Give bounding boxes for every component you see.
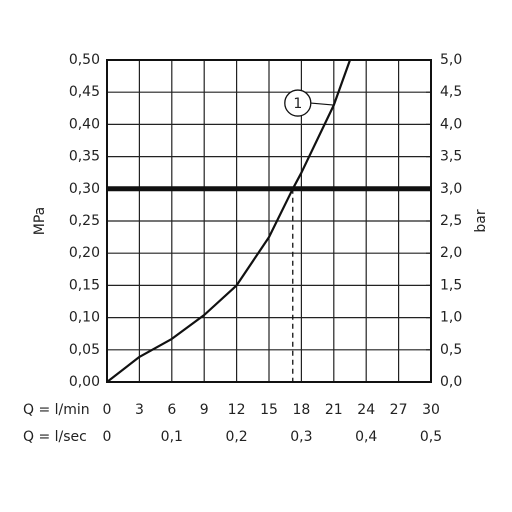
y-tick-label: 0,40 (69, 116, 100, 132)
x-tick-label: 15 (260, 402, 278, 418)
y2-tick-label: 4,0 (440, 116, 462, 132)
y-tick-label: 0,20 (69, 245, 100, 261)
x-tick-label: 9 (200, 402, 209, 418)
curve (106, 59, 352, 383)
x-axis-label: Q = l/min (23, 402, 90, 418)
x2-tick-label: 0 (103, 429, 112, 445)
x-tick-label: 27 (390, 402, 408, 418)
y2-tick-label: 3,5 (440, 149, 462, 165)
y2-tick-label: 4,5 (440, 84, 462, 100)
y2-tick-label: 0,0 (440, 374, 462, 390)
x-tick-label: 24 (357, 402, 375, 418)
x-tick-label: 3 (135, 402, 144, 418)
x2-tick-label: 0,1 (161, 429, 183, 445)
y-axis-label: MPa (32, 207, 48, 235)
y2-tick-label: 5,0 (440, 52, 462, 68)
y-tick-label: 0,50 (69, 52, 100, 68)
annotation-circle (284, 89, 312, 117)
x-tick-label: 12 (228, 402, 246, 418)
y-tick-label: 0,35 (69, 149, 100, 165)
y2-axis-label: bar (473, 209, 489, 232)
y2-tick-label: 1,5 (440, 277, 462, 293)
x2-tick-label: 0,5 (420, 429, 442, 445)
x-tick-label: 21 (325, 402, 343, 418)
x-tick-label: 0 (103, 402, 112, 418)
y-tick-label: 0,30 (69, 181, 100, 197)
x2-tick-label: 0,2 (225, 429, 247, 445)
x-tick-label: 6 (167, 402, 176, 418)
x-tick-label: 18 (292, 402, 310, 418)
y2-tick-label: 1,0 (440, 310, 462, 326)
y-tick-label: 0,45 (69, 84, 100, 100)
y2-tick-label: 0,5 (440, 342, 462, 358)
y-tick-label: 0,10 (69, 310, 100, 326)
x2-tick-label: 0,3 (290, 429, 312, 445)
y-tick-label: 0,05 (69, 342, 100, 358)
annotation-leader (310, 102, 334, 106)
x-tick-label: 30 (422, 402, 440, 418)
y-tick-label: 0,00 (69, 374, 100, 390)
x2-tick-label: 0,4 (355, 429, 377, 445)
y2-tick-label: 3,0 (440, 181, 462, 197)
annotation-label: 1 (293, 96, 302, 112)
y-tick-label: 0,15 (69, 277, 100, 293)
plot-frame (106, 59, 432, 383)
y2-tick-label: 2,5 (440, 213, 462, 229)
x2-axis-label: Q = l/sec (23, 429, 87, 445)
y-tick-label: 0,25 (69, 213, 100, 229)
y2-tick-label: 2,0 (440, 245, 462, 261)
